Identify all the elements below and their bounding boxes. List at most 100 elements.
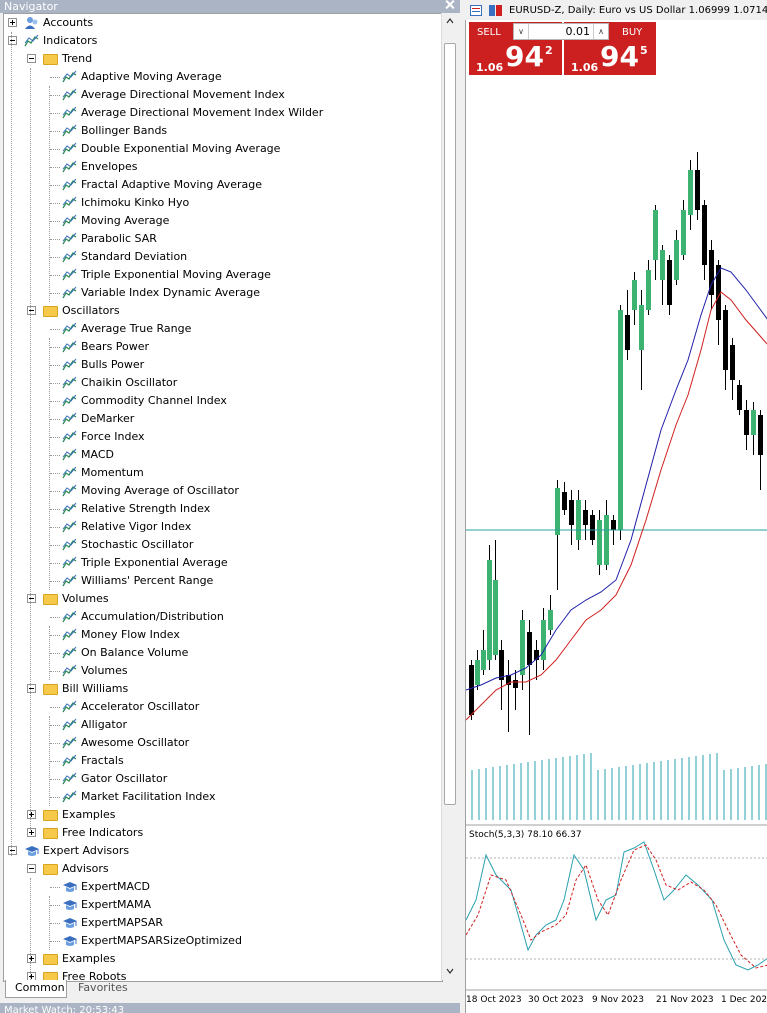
tree-connector <box>50 779 60 780</box>
tree-item[interactable]: Bulls Power <box>4 356 442 374</box>
expand-icon[interactable] <box>27 954 36 963</box>
lot-size-value[interactable]: 0.01 <box>565 25 591 38</box>
scroll-up-icon[interactable] <box>446 17 454 25</box>
tree-item[interactable]: Oscillators <box>4 302 442 320</box>
collapse-icon[interactable] <box>8 36 17 45</box>
tab-common[interactable]: Common <box>5 980 67 998</box>
tree-connector <box>50 293 60 294</box>
candle-body <box>527 632 532 665</box>
indicator-icon <box>62 70 78 84</box>
tree-item[interactable]: Indicators <box>4 32 442 50</box>
tree-item[interactable]: ExpertMAPSAR <box>4 914 442 932</box>
tree-item[interactable]: Bears Power <box>4 338 442 356</box>
tree-item[interactable]: MACD <box>4 446 442 464</box>
candle-body <box>562 492 567 510</box>
tree-item[interactable]: Expert Advisors <box>4 842 442 860</box>
lot-increase-icon[interactable]: ∧ <box>593 24 608 39</box>
scrollbar-thumb[interactable] <box>444 43 456 805</box>
tree-item[interactable]: Bollinger Bands <box>4 122 442 140</box>
candle-body <box>646 270 651 310</box>
lot-decrease-icon[interactable]: ∨ <box>514 24 529 39</box>
tree-item[interactable]: Relative Vigor Index <box>4 518 442 536</box>
tree-item[interactable]: On Balance Volume <box>4 644 442 662</box>
tree-item[interactable]: Ichimoku Kinko Hyo <box>4 194 442 212</box>
tree-item[interactable]: Money Flow Index <box>4 626 442 644</box>
scroll-down-icon[interactable] <box>446 967 454 975</box>
tree-item-label: Free Indicators <box>62 826 144 839</box>
candle-body <box>481 650 486 670</box>
tree-item[interactable]: Triple Exponential Moving Average <box>4 266 442 284</box>
tree-item[interactable]: Average Directional Movement Index Wilde… <box>4 104 442 122</box>
tree-item[interactable]: Commodity Channel Index <box>4 392 442 410</box>
tree-item[interactable]: Examples <box>4 806 442 824</box>
tree-item-label: Momentum <box>81 466 144 479</box>
collapse-icon[interactable] <box>27 306 36 315</box>
tree-item[interactable]: Average True Range <box>4 320 442 338</box>
tree-connector <box>50 887 60 888</box>
expand-icon[interactable] <box>8 18 17 27</box>
tree-item[interactable]: ExpertMAMA <box>4 896 442 914</box>
collapse-icon[interactable] <box>8 846 17 855</box>
tree-item[interactable]: Parabolic SAR <box>4 230 442 248</box>
tree-connector <box>50 383 60 384</box>
tree-item[interactable]: Examples <box>4 950 442 968</box>
navigator-tree[interactable]: Accounts Indicators Trend Adaptive Moving A… <box>3 13 443 982</box>
tab-favorites[interactable]: Favorites <box>78 981 128 994</box>
tree-item[interactable]: Williams' Percent Range <box>4 572 442 590</box>
tree-item[interactable]: Alligator <box>4 716 442 734</box>
tree-item[interactable]: Volumes <box>4 662 442 680</box>
tree-item[interactable]: Accounts <box>4 14 442 32</box>
tree-item[interactable]: Envelopes <box>4 158 442 176</box>
tree-item[interactable]: Fractal Adaptive Moving Average <box>4 176 442 194</box>
tree-item[interactable]: ExpertMACD <box>4 878 442 896</box>
tree-item[interactable]: Double Exponential Moving Average <box>4 140 442 158</box>
tree-item[interactable]: Free Indicators <box>4 824 442 842</box>
tree-item[interactable]: Trend <box>4 50 442 68</box>
tree-item[interactable]: Average Directional Movement Index <box>4 86 442 104</box>
tree-item[interactable]: Awesome Oscillator <box>4 734 442 752</box>
close-icon[interactable] <box>446 0 454 8</box>
tree-item-label: Accounts <box>43 16 94 29</box>
indicator-icon <box>62 574 78 588</box>
tree-item[interactable]: Fractals <box>4 752 442 770</box>
chart-area[interactable]: SELL 1.06 94 2 BUY 1.06 94 5 ∨ 0.01 ∧ St… <box>465 20 767 1013</box>
tree-item[interactable]: Moving Average <box>4 212 442 230</box>
tree-item[interactable]: ExpertMAPSARSizeOptimized <box>4 932 442 950</box>
indicator-icon <box>62 232 78 246</box>
tree-item[interactable]: Standard Deviation <box>4 248 442 266</box>
tree-item[interactable]: Chaikin Oscillator <box>4 374 442 392</box>
indicator-icon <box>24 34 40 48</box>
tree-item[interactable]: Adaptive Moving Average <box>4 68 442 86</box>
candle-body <box>744 410 749 435</box>
collapse-icon[interactable] <box>27 594 36 603</box>
tree-item[interactable]: Accelerator Oscillator <box>4 698 442 716</box>
tree-item[interactable]: DeMarker <box>4 410 442 428</box>
tree-item[interactable]: Market Facilitation Index <box>4 788 442 806</box>
tree-item[interactable]: Bill Williams <box>4 680 442 698</box>
expand-icon[interactable] <box>27 828 36 837</box>
expand-icon[interactable] <box>27 810 36 819</box>
tree-item[interactable]: Triple Exponential Average <box>4 554 442 572</box>
tree-item[interactable]: Moving Average of Oscillator <box>4 482 442 500</box>
collapse-icon[interactable] <box>27 54 36 63</box>
tree-item[interactable]: Gator Oscillator <box>4 770 442 788</box>
date-axis-label: 18 Oct 2023 <box>466 995 522 1005</box>
tree-item[interactable]: Stochastic Oscillator <box>4 536 442 554</box>
tree-item[interactable]: Momentum <box>4 464 442 482</box>
tree-connector <box>50 527 60 528</box>
candle-body <box>493 580 498 655</box>
tree-item[interactable]: Relative Strength Index <box>4 500 442 518</box>
tree-item[interactable]: Force Index <box>4 428 442 446</box>
lot-size-field[interactable]: ∨ 0.01 ∧ <box>513 23 609 40</box>
indicator-icon <box>62 268 78 282</box>
tree-item[interactable]: Advisors <box>4 860 442 878</box>
collapse-icon[interactable] <box>27 864 36 873</box>
tree-item[interactable]: Variable Index Dynamic Average <box>4 284 442 302</box>
tree-item[interactable]: Accumulation/Distribution <box>4 608 442 626</box>
collapse-icon[interactable] <box>27 684 36 693</box>
date-axis-label: 30 Oct 2023 <box>528 995 584 1005</box>
navigator-scrollbar[interactable] <box>441 13 459 980</box>
indicator-icon <box>62 790 78 804</box>
tree-item[interactable]: Volumes <box>4 590 442 608</box>
market-watch-titlebar: Market Watch: 20:53:43 <box>0 1003 460 1013</box>
